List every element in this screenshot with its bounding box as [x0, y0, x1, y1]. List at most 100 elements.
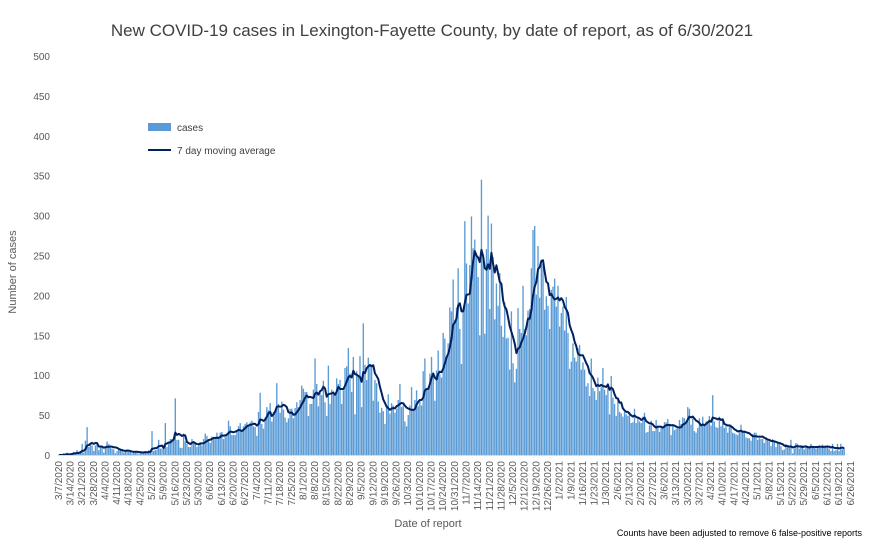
- case-bar: [450, 311, 453, 455]
- case-bar: [760, 439, 762, 455]
- case-bar: [647, 431, 649, 455]
- case-bar: [469, 265, 471, 455]
- case-bar: [750, 440, 752, 455]
- case-bar: [600, 387, 602, 455]
- case-bar: [539, 297, 541, 455]
- case-bar: [425, 389, 428, 455]
- footnote: Counts have been adjusted to remove 6 fa…: [617, 528, 863, 538]
- case-bar: [271, 421, 273, 455]
- case-bar: [702, 416, 704, 455]
- x-tick-label: 2/20/2021: [636, 461, 647, 506]
- legend-label-cases: cases: [177, 123, 203, 134]
- case-bar: [826, 447, 829, 455]
- case-bar: [840, 443, 842, 455]
- x-tick-label: 4/11/2020: [112, 461, 123, 505]
- case-bar: [324, 402, 326, 455]
- case-bar: [770, 446, 772, 455]
- case-bar: [534, 225, 536, 455]
- case-bar: [212, 439, 215, 455]
- x-tick-label: 5/29/2021: [799, 461, 810, 506]
- case-bar: [151, 431, 153, 455]
- case-bar: [593, 391, 596, 455]
- case-bar: [346, 366, 348, 455]
- case-bar: [675, 428, 677, 455]
- y-axis-label: Number of cases: [7, 230, 19, 314]
- case-bar: [470, 216, 473, 455]
- x-tick-label: 6/6/2020: [205, 461, 216, 500]
- case-bar: [672, 424, 674, 455]
- case-bar: [414, 399, 416, 455]
- case-bar: [309, 403, 311, 455]
- case-bar: [673, 430, 676, 455]
- y-tick-label: 0: [44, 451, 50, 462]
- case-bar: [783, 449, 785, 455]
- case-bar: [548, 328, 551, 455]
- legend: cases 7 day moving average: [148, 123, 276, 157]
- case-bar: [424, 358, 426, 455]
- x-tick-label: 3/21/2020: [77, 461, 88, 506]
- case-bar: [776, 442, 779, 455]
- case-bar: [553, 278, 556, 455]
- y-tick-label: 350: [33, 172, 50, 183]
- case-bar: [667, 419, 669, 455]
- case-bar: [650, 420, 652, 455]
- case-bar: [199, 442, 201, 455]
- case-bar: [286, 422, 288, 455]
- case-bar: [395, 408, 398, 455]
- case-bar: [555, 306, 557, 455]
- case-bar: [464, 221, 466, 455]
- case-bar: [482, 259, 484, 455]
- case-bar: [196, 447, 198, 455]
- case-bar: [490, 223, 493, 455]
- case-bar: [745, 437, 747, 455]
- case-bar: [234, 435, 236, 455]
- x-tick-label: 4/18/2020: [124, 461, 135, 506]
- case-bar: [244, 423, 246, 455]
- case-bar: [628, 411, 631, 455]
- case-bar: [384, 423, 386, 455]
- case-bar: [467, 303, 469, 455]
- case-bar: [184, 441, 186, 455]
- case-bar: [803, 449, 805, 455]
- case-bar: [474, 239, 476, 455]
- case-bar: [374, 379, 376, 455]
- case-bar: [191, 439, 193, 455]
- case-bar: [662, 427, 664, 455]
- case-bar: [217, 436, 220, 455]
- case-bar: [429, 373, 431, 455]
- case-bar: [267, 410, 270, 455]
- case-bar: [269, 403, 271, 455]
- case-bar: [317, 406, 320, 455]
- case-bar: [509, 369, 511, 455]
- case-bar: [515, 368, 518, 455]
- case-bar: [771, 439, 774, 455]
- case-bar: [707, 423, 709, 455]
- case-bar: [306, 391, 308, 455]
- case-bar: [583, 369, 586, 455]
- case-bar: [519, 328, 521, 455]
- case-bar: [532, 229, 534, 455]
- case-bar: [670, 435, 672, 455]
- case-bar: [88, 447, 90, 455]
- case-bar: [494, 319, 496, 455]
- case-bar: [439, 374, 441, 455]
- case-bar: [722, 420, 724, 455]
- case-bar: [592, 387, 594, 455]
- case-bar: [174, 398, 176, 455]
- case-bar: [838, 451, 840, 455]
- x-tick-label: 6/27/2020: [240, 461, 251, 506]
- case-bar: [262, 428, 265, 455]
- case-bar: [660, 426, 662, 455]
- x-tick-label: 8/15/2020: [322, 461, 333, 506]
- case-bar: [316, 383, 318, 455]
- case-bar: [585, 386, 587, 455]
- case-bar: [106, 441, 108, 455]
- case-bar: [256, 435, 258, 455]
- case-bar: [765, 437, 767, 455]
- case-bar: [743, 431, 746, 455]
- case-bar: [733, 433, 736, 455]
- case-bar: [545, 296, 548, 455]
- case-bar: [109, 447, 112, 455]
- case-bar: [788, 447, 790, 455]
- x-tick-label: 8/29/2020: [345, 461, 356, 506]
